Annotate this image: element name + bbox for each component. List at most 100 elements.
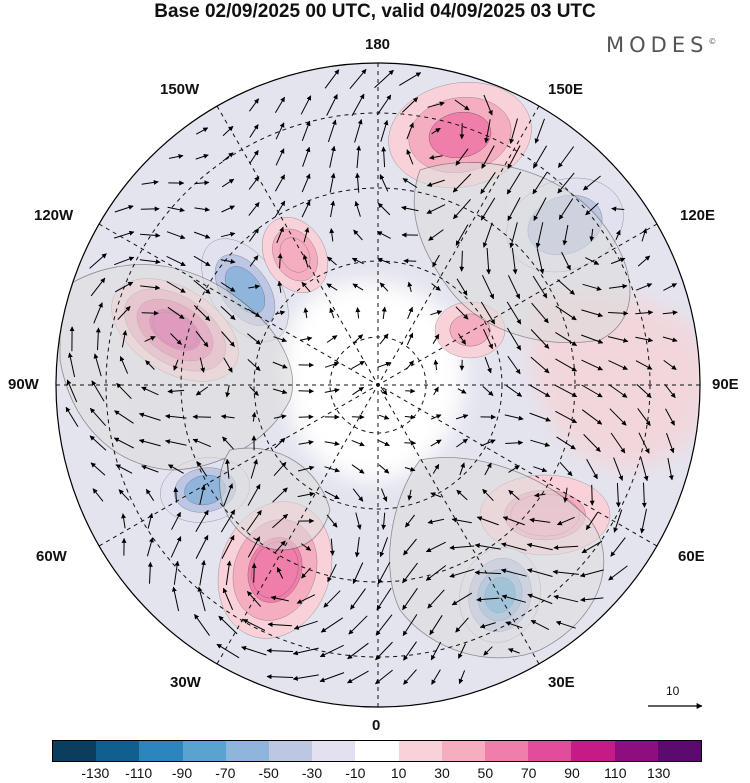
graticule (56, 63, 700, 707)
wind-vector-arrow (193, 305, 211, 321)
wind-vector-arrow (350, 588, 366, 610)
wind-vector-arrow (251, 412, 257, 422)
wind-vector-arrow (535, 222, 544, 249)
lon-label-left: 90W (8, 376, 39, 393)
wind-vector-arrow (222, 125, 234, 137)
wind-vector-arrow (166, 281, 186, 293)
wind-vector-arrow (586, 458, 598, 480)
wind-vector-arrow (399, 72, 422, 86)
wind-vector-arrow (351, 257, 364, 265)
wind-vector-arrow (354, 200, 361, 217)
wind-vector-arrow (610, 257, 626, 265)
colorbar-swatch (614, 741, 658, 761)
wind-vector-arrow (249, 149, 259, 164)
meridian-120e-60w (98, 223, 658, 547)
wind-vector-arrow (378, 464, 390, 474)
wind-vector-arrow (354, 537, 360, 558)
wind-vector-arrow (378, 414, 390, 420)
wind-vector-arrow (531, 302, 549, 324)
wind-vector-arrow (89, 407, 107, 427)
wind-vector-arrow (272, 487, 288, 503)
wind-vector-arrow (582, 283, 602, 291)
wind-vector-arrow (324, 466, 340, 473)
wind-vector-arrow (613, 509, 623, 533)
wind-vector-arrow (431, 283, 441, 291)
wind-vector-arrow (170, 333, 182, 345)
wind-vector-arrow (428, 229, 444, 241)
wind-vector-arrow (223, 483, 234, 507)
wind-vector-arrow (354, 119, 363, 143)
wind-vector-arrow (375, 669, 393, 685)
wind-vector-arrow (221, 331, 235, 347)
colorbar-swatch (96, 741, 140, 761)
wind-vector-arrow (581, 540, 603, 554)
copyright-mark: © (708, 37, 717, 46)
wind-vector-arrow (298, 440, 314, 445)
colorbar-tick-label: -10 (345, 765, 366, 781)
wind-vector-arrow (433, 386, 439, 396)
wind-vector-arrow (662, 310, 678, 316)
wind-vector-arrow (195, 534, 209, 559)
wind-vector-arrow (555, 620, 576, 629)
colorbar-tick-label: 130 (646, 765, 671, 781)
wind-vector-arrow (476, 597, 500, 603)
colorbar-tick-label: 10 (390, 765, 407, 781)
wind-vector-arrow (329, 145, 336, 168)
wind-vector-arrow (193, 255, 211, 267)
wind-vector-arrow (246, 509, 262, 532)
wind-vector-arrow (509, 118, 518, 144)
wind-vector-arrow (292, 647, 319, 656)
wind-vector-arrow (557, 279, 575, 295)
wind-vector-arrow (527, 593, 553, 605)
colorbar-ticks: -130 -110 -90 -70 -50 -30 -10 10 30 50 70 90 110 130 (52, 765, 702, 783)
lon-label-60e: 60E (678, 548, 705, 565)
anomaly-positive-east-siberian-sea (262, 217, 328, 293)
reference-vector-label: 10 (666, 684, 680, 698)
colorbar (52, 740, 702, 762)
wind-vector-arrow (89, 253, 107, 269)
wind-vector-arrow (552, 569, 579, 575)
wind-vector-arrow (608, 565, 628, 581)
wind-vector-arrow (553, 545, 579, 551)
wind-vector-arrow (218, 615, 238, 635)
latitude-circle (180, 187, 576, 583)
wind-vector-arrow (403, 538, 417, 556)
wind-vector-arrow (89, 435, 107, 451)
wind-vector-arrow (301, 120, 311, 141)
wind-vector-arrow (406, 360, 414, 370)
map-title: Base 02/09/2025 00 UTC, valid 04/09/2025… (154, 1, 596, 22)
wind-vector-arrow (449, 545, 475, 551)
wind-vector-arrow (665, 408, 675, 426)
wind-vector-arrow (300, 336, 313, 342)
wind-vector-arrow (95, 327, 101, 351)
wind-vector-arrow (402, 178, 418, 188)
wind-vector-arrow (636, 283, 653, 291)
wind-vector-arrow (456, 438, 469, 448)
wind-vector-arrow (378, 439, 390, 447)
wind-vector-arrow (380, 119, 389, 142)
wind-vector-arrow (431, 127, 441, 135)
wind-vector-arrow (640, 457, 649, 482)
wind-vector-arrow (482, 386, 494, 396)
wind-vector-arrow (247, 483, 261, 506)
wind-vector-arrow (329, 307, 335, 319)
wind-vector-arrow (561, 251, 571, 271)
wind-vector-arrow (526, 542, 553, 551)
wind-vector-arrow (327, 119, 337, 143)
wind-vector-arrow (220, 282, 236, 292)
colorbar-swatch (355, 741, 399, 761)
wind-vector-arrow (195, 330, 209, 348)
wind-vector-arrow (507, 355, 521, 375)
wind-vector-arrow (220, 258, 236, 264)
wind-vector-arrow (533, 466, 548, 473)
wind-vector-arrow (455, 224, 469, 246)
wind-vector-arrow (456, 489, 468, 501)
wind-vector-arrow (193, 280, 211, 294)
wind-vector-arrow (501, 594, 527, 603)
wind-vector-arrow (168, 154, 184, 159)
wind-vector-arrow (615, 482, 621, 508)
wind-vector-arrow (351, 439, 365, 447)
wind-vector-arrow (504, 414, 524, 421)
wind-vector-arrow (65, 406, 79, 428)
colorbar-tick-label: -110 (125, 765, 153, 781)
